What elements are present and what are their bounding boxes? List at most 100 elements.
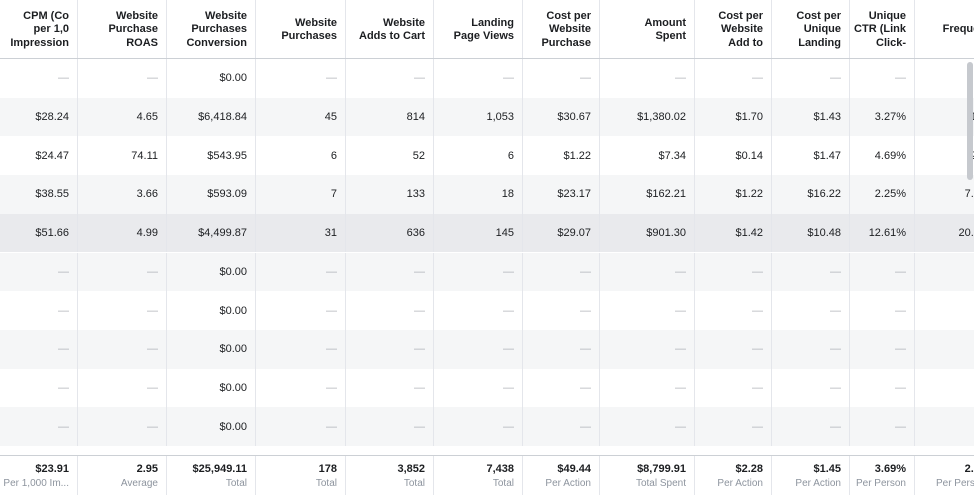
table-cell: 45	[256, 97, 346, 137]
table-cell: —	[434, 59, 523, 98]
table-cell: —	[0, 368, 78, 408]
table-cell: 52	[346, 136, 434, 176]
table-cell: 7.89	[915, 175, 974, 214]
summary-value: 178	[318, 463, 337, 475]
summary-cell: $49.44 Per Action	[523, 456, 600, 495]
table-cell: —	[523, 291, 600, 330]
summary-cell: 7,438 Total	[434, 456, 523, 495]
table-cell: $29.07	[523, 213, 600, 253]
table-cell: $0.00	[167, 329, 256, 369]
column-header[interactable]: Website Purchase ROAS	[78, 0, 167, 58]
summary-label: Average	[120, 478, 158, 489]
table-cell: —	[600, 329, 695, 369]
table-cell: —	[600, 291, 695, 330]
table-cell: —	[523, 329, 600, 369]
table-cell: $1.70	[695, 97, 772, 137]
table-cell: 12.61%	[850, 213, 915, 253]
table-cell: —	[0, 407, 78, 446]
table-cell: —	[772, 59, 850, 98]
summary-cell: 3,852 Total	[346, 456, 434, 495]
column-header[interactable]: Website Purchases Conversion	[167, 0, 256, 58]
table-cell: —	[434, 407, 523, 446]
table-row: $38.55 3.66 $593.09 7 133 18 $23.17 $162.21 $1.2…	[0, 175, 974, 214]
table-cell: —	[346, 252, 434, 292]
table-cell: $162.21	[600, 175, 695, 214]
table-cell: —	[772, 368, 850, 408]
summary-row: $23.91 Per 1,000 Im... 2.95 Average $25,949.…	[0, 455, 974, 495]
column-header[interactable]: Website Adds to Cart	[346, 0, 434, 58]
table-cell: $28.24	[0, 97, 78, 137]
table-cell: 2.25%	[850, 175, 915, 214]
table-cell: —	[78, 368, 167, 408]
table-cell: —	[523, 252, 600, 292]
summary-cell: 2.01 Per Person	[915, 456, 974, 495]
table-cell: 6	[434, 136, 523, 176]
table-cell: —	[346, 291, 434, 330]
summary-cell: $25,949.11 Total	[167, 456, 256, 495]
table-cell: —	[256, 252, 346, 292]
column-header[interactable]: CPM (Co per 1,0 Impression	[0, 0, 78, 58]
table-cell: $51.66	[0, 213, 78, 253]
column-header[interactable]: Cost per Unique Landing	[772, 0, 850, 58]
table-cell: 1,053	[434, 97, 523, 137]
table-cell: 7	[256, 175, 346, 214]
table-cell: 145	[434, 213, 523, 253]
table-cell: —	[915, 253, 974, 292]
column-header[interactable]: Cost per Website Add to	[695, 0, 772, 58]
table-cell: $38.55	[0, 175, 78, 214]
table-cell: —	[0, 291, 78, 330]
table-row: ——$0.00—————————	[0, 329, 974, 369]
table-cell: —	[78, 407, 167, 446]
table-cell: —	[600, 252, 695, 292]
table-cell: —	[850, 329, 915, 369]
table-cell: 4.99	[78, 213, 167, 253]
table-cell: —	[850, 252, 915, 292]
table-cell: —	[695, 291, 772, 330]
table-cell: $0.00	[167, 368, 256, 408]
column-header[interactable]: Unique CTR (Link Click-	[850, 0, 915, 58]
column-header[interactable]: Cost per Website Purchase	[523, 0, 600, 58]
scrollbar[interactable]	[967, 62, 973, 180]
table-cell: —	[523, 59, 600, 98]
table-cell: —	[523, 368, 600, 408]
table-cell: $0.00	[167, 291, 256, 330]
table-cell: 814	[346, 97, 434, 137]
table-cell: —	[695, 329, 772, 369]
table-cell: —	[256, 407, 346, 446]
column-header[interactable]: Frequen	[915, 0, 974, 58]
table-cell: $23.17	[523, 175, 600, 214]
table-cell: —	[78, 59, 167, 98]
table-cell: $1.42	[695, 213, 772, 253]
table-cell: $0.00	[167, 59, 256, 98]
table-cell: —	[523, 407, 600, 446]
table-cell: —	[915, 369, 974, 408]
table-cell: $1,380.02	[600, 97, 695, 137]
table-cell: —	[915, 407, 974, 446]
table-cell: —	[850, 368, 915, 408]
table-cell: $10.48	[772, 213, 850, 253]
column-header[interactable]: Landing Page Views	[434, 0, 523, 58]
summary-cell: $1.45 Per Action	[772, 456, 850, 495]
table-row: ——$0.00—————————	[0, 59, 974, 98]
table-row: $51.66 4.99 $4,499.87 31 636 145 $29.07 $901.30…	[0, 213, 974, 253]
table-cell: —	[346, 368, 434, 408]
summary-value: $8,799.91	[637, 463, 686, 475]
column-header[interactable]: Amount Spent	[600, 0, 695, 58]
table-cell: 74.11	[78, 136, 167, 176]
table-cell: —	[346, 407, 434, 446]
table-cell: —	[772, 329, 850, 369]
table-cell: —	[346, 329, 434, 369]
table-cell: 3.27%	[850, 97, 915, 137]
table-row: ——$0.00—————————	[0, 407, 974, 446]
table-cell: $30.67	[523, 97, 600, 137]
table-cell: $4,499.87	[167, 213, 256, 253]
table-cell: —	[0, 252, 78, 292]
table-cell: $1.22	[695, 175, 772, 214]
table-cell: 4.65	[78, 97, 167, 137]
table-cell: —	[695, 407, 772, 446]
table-cell: —	[695, 368, 772, 408]
column-header[interactable]: Website Purchases	[256, 0, 346, 58]
summary-cell: 3.69% Per Person	[850, 456, 915, 495]
summary-cell: $23.91 Per 1,000 Im...	[0, 456, 78, 495]
summary-value: $25,949.11	[192, 463, 247, 475]
